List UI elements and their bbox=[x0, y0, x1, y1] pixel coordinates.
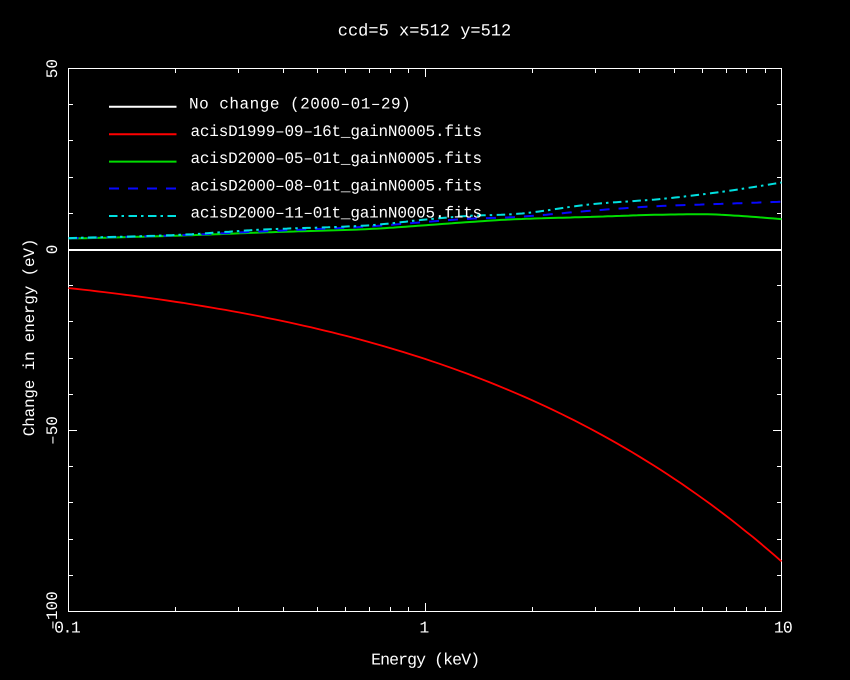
svg-text:0: 0 bbox=[44, 245, 62, 255]
svg-text:1: 1 bbox=[419, 619, 429, 638]
svg-text:50: 50 bbox=[44, 59, 62, 78]
svg-text:No change (2000–01–29): No change (2000–01–29) bbox=[189, 96, 411, 114]
svg-text:Energy (keV): Energy (keV) bbox=[371, 651, 479, 670]
svg-text:ccd=5 x=512 y=512: ccd=5 x=512 y=512 bbox=[338, 23, 511, 42]
svg-text:acisD2000–11–01t_gainN0005.fit: acisD2000–11–01t_gainN0005.fits bbox=[191, 205, 482, 223]
svg-text:–100: –100 bbox=[44, 591, 62, 629]
svg-text:acisD2000–08–01t_gainN0005.fit: acisD2000–08–01t_gainN0005.fits bbox=[191, 177, 482, 195]
svg-text:Change in energy (eV): Change in energy (eV) bbox=[21, 239, 39, 436]
svg-text:–50: –50 bbox=[44, 416, 62, 445]
svg-text:acisD2000–05–01t_gainN0005.fit: acisD2000–05–01t_gainN0005.fits bbox=[191, 150, 482, 168]
svg-text:0.1: 0.1 bbox=[54, 619, 81, 638]
svg-text:acisD1999–09–16t_gainN0005.fit: acisD1999–09–16t_gainN0005.fits bbox=[191, 123, 482, 141]
svg-text:10: 10 bbox=[774, 619, 792, 638]
